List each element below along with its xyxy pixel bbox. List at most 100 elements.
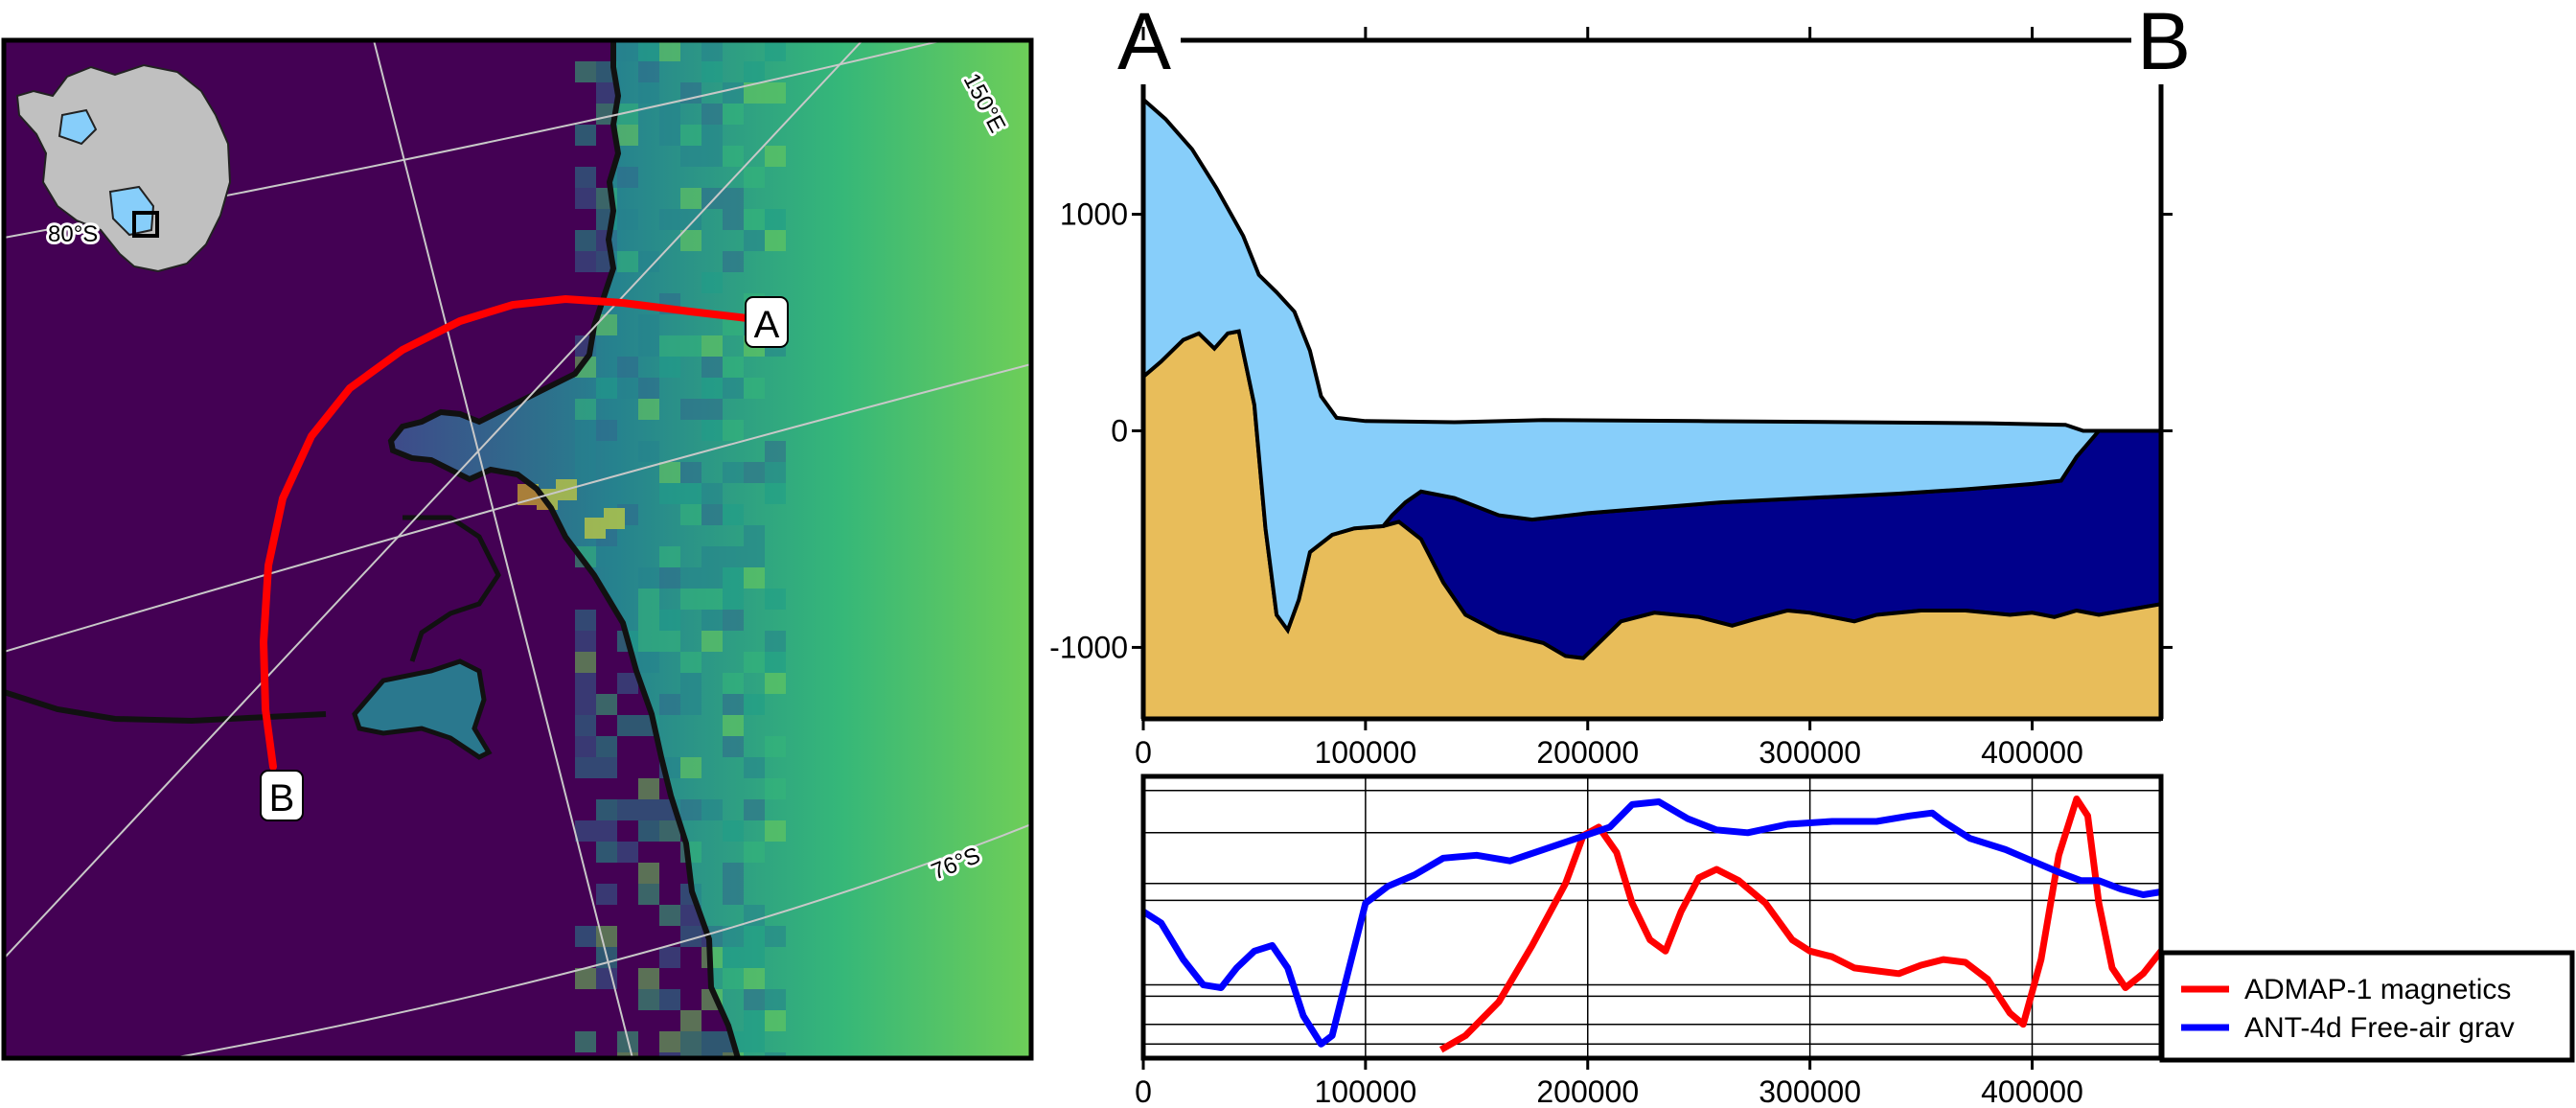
map-pixel (575, 968, 596, 989)
map-pixel (723, 589, 744, 610)
map-pixel (659, 546, 680, 567)
map-pixel (680, 230, 702, 251)
map-pixel (617, 1052, 638, 1058)
map-pixel-bright (604, 508, 625, 529)
map-pixel (744, 546, 765, 567)
map-pixel (744, 694, 765, 715)
map-pixel (659, 357, 680, 378)
map-pixel (765, 989, 786, 1010)
map-pixel (702, 61, 723, 82)
map-pixel (680, 1010, 702, 1031)
map-pixel (659, 209, 680, 230)
map-pixel (680, 799, 702, 820)
map-pixel (744, 905, 765, 926)
ice-layer (1141, 95, 2161, 635)
geo-x-tick-label: 200000 (1536, 1074, 1639, 1108)
map-pixel (659, 483, 680, 504)
map-pixel (680, 589, 702, 610)
map-pixel (575, 757, 596, 778)
map-pixel (575, 125, 596, 146)
map-pixel (765, 589, 786, 610)
map-pixel (575, 631, 596, 652)
map-pixel (659, 335, 680, 357)
map-pixel (765, 483, 786, 504)
map-pixel (575, 188, 596, 209)
map-pixel (596, 884, 617, 905)
xsec-y-tick-label: 1000 (1060, 197, 1128, 232)
map-pixel (638, 799, 659, 820)
map-pixel (596, 757, 617, 778)
map-pixel (702, 272, 723, 293)
map-pixel (744, 1031, 765, 1052)
map-pixel (638, 884, 659, 905)
xsec-y-tick-label: 0 (1111, 414, 1128, 449)
map-pixel (765, 736, 786, 757)
map-pixel (680, 125, 702, 146)
map-pixel (680, 82, 702, 104)
profile-start-label: A (754, 304, 780, 346)
map-pixel (680, 504, 702, 525)
map-pixel (723, 673, 744, 694)
map-pixel (744, 82, 765, 104)
map-pixel (575, 230, 596, 251)
geo-x-tick-label: 300000 (1759, 1074, 1861, 1108)
map-pixel (617, 251, 638, 272)
map-pixel (723, 504, 744, 525)
map-pixel (723, 694, 744, 715)
map-pixel (638, 968, 659, 989)
map-pixel (765, 778, 786, 799)
xsec-y-tick-label: -1000 (1049, 630, 1128, 664)
map-pixel (638, 61, 659, 82)
map-pixel (680, 1052, 702, 1058)
magnetics-line (1438, 796, 2164, 1053)
map-pixel (575, 673, 596, 694)
map-pixel (638, 251, 659, 272)
inset-location-box (132, 211, 159, 238)
map-pixel (638, 863, 659, 884)
map-pixel (680, 462, 702, 483)
map-pixel (702, 610, 723, 631)
map-pixel (765, 209, 786, 230)
inset-ross-ice-shelf (108, 185, 155, 237)
map-pixel (638, 82, 659, 104)
map-pixel (744, 989, 765, 1010)
map-pixel (575, 61, 596, 82)
map-pixel (680, 567, 702, 589)
map-pixel (744, 799, 765, 820)
map-pixel (617, 40, 638, 61)
map-pixel (617, 167, 638, 188)
map-pixel (744, 209, 765, 230)
map-pixel (680, 1031, 702, 1052)
map-pixel (617, 378, 638, 399)
map-pixel (702, 40, 723, 61)
map-pixel (596, 842, 617, 863)
map-panel: 80°S 150°E 76°S A B (1, 37, 1034, 1061)
map-pixel (744, 968, 765, 989)
map-pixel (723, 715, 744, 736)
map-pixel (723, 736, 744, 757)
map-pixel (659, 462, 680, 483)
map-pixel (680, 146, 702, 167)
map-pixel (659, 947, 680, 968)
map-pixel (617, 125, 638, 146)
map-pixel (723, 863, 744, 884)
map-pixel (680, 652, 702, 673)
map-pixel (765, 230, 786, 251)
map-pixel (575, 546, 596, 567)
map-pixel (723, 884, 744, 905)
map-pixel (702, 504, 723, 525)
map-pixel (596, 694, 617, 715)
map-pixel (617, 799, 638, 820)
inset-weddell-ice-shelf (58, 108, 98, 146)
map-pixel (765, 40, 786, 61)
legend: ADMAP-1 magnetics ANT-4d Free-air grav (2159, 950, 2575, 1063)
map-pixel (638, 631, 659, 652)
map-pixel (617, 842, 638, 863)
map-pixel (765, 926, 786, 947)
inset-antarctica (15, 63, 232, 273)
map-pixel (702, 104, 723, 125)
map-pixel (702, 546, 723, 567)
map-pixel (659, 905, 680, 926)
map-pixel (596, 736, 617, 757)
